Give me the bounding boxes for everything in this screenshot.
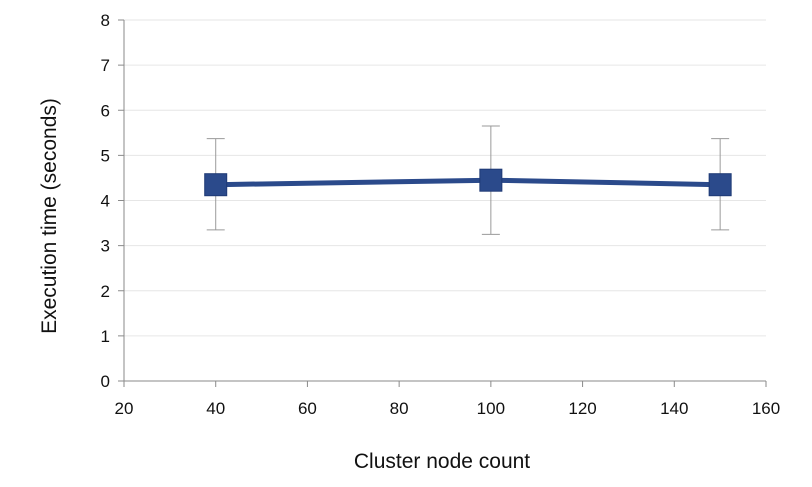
data-markers bbox=[204, 168, 732, 197]
y-tick-label: 4 bbox=[101, 192, 110, 211]
y-tick-label: 1 bbox=[101, 327, 110, 346]
grid-lines bbox=[124, 19, 766, 337]
series-line bbox=[215, 177, 721, 188]
y-tick-label: 5 bbox=[101, 146, 110, 165]
x-tick-label: 140 bbox=[660, 399, 688, 418]
axes bbox=[118, 19, 767, 387]
x-tick-label: 20 bbox=[115, 399, 134, 418]
x-tick-label: 80 bbox=[390, 399, 409, 418]
data-point-marker bbox=[708, 173, 732, 197]
x-tick-label: 40 bbox=[206, 399, 225, 418]
series-polyline bbox=[215, 177, 721, 188]
x-axis-title: Cluster node count bbox=[354, 450, 530, 473]
y-tick-label: 6 bbox=[101, 101, 110, 120]
x-tick-label: 100 bbox=[477, 399, 505, 418]
x-tick-label: 120 bbox=[568, 399, 596, 418]
y-tick-label: 0 bbox=[101, 372, 110, 391]
tick-labels: 0 1 2 3 4 5 6 7 8 20 40 60 80 100 120 140 160 bbox=[101, 11, 781, 418]
y-tick-label: 7 bbox=[101, 56, 110, 75]
y-tick-label: 3 bbox=[101, 237, 110, 256]
x-tick-label: 60 bbox=[298, 399, 317, 418]
y-tick-label: 8 bbox=[101, 11, 110, 30]
x-tick-label: 160 bbox=[752, 399, 780, 418]
y-tick-label: 2 bbox=[101, 282, 110, 301]
data-point-marker bbox=[204, 173, 228, 197]
data-point-marker bbox=[479, 168, 503, 192]
y-axis-title: Execution time (seconds) bbox=[38, 98, 61, 334]
